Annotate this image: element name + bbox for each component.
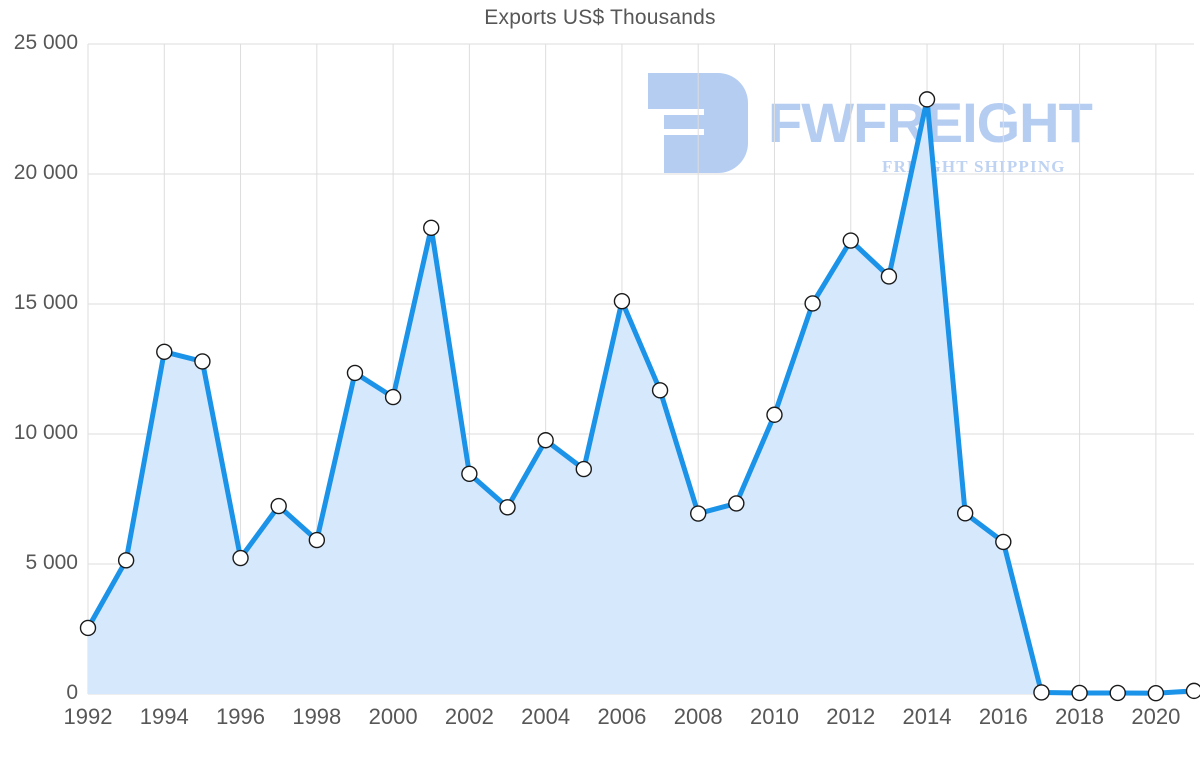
data-point-marker[interactable] xyxy=(117,552,135,569)
x-axis-tick-label: 2014 xyxy=(902,704,952,729)
data-point-marker[interactable] xyxy=(918,91,936,108)
data-point-marker[interactable] xyxy=(308,531,326,549)
data-markers xyxy=(79,91,1200,702)
data-point-marker[interactable] xyxy=(690,505,707,522)
data-point-marker[interactable] xyxy=(651,382,669,399)
data-point-marker[interactable] xyxy=(1109,684,1126,702)
x-axis-tick-label: 2002 xyxy=(444,704,494,729)
x-axis-tick-label: 2012 xyxy=(826,704,876,729)
y-axis-tick-label: 20 000 xyxy=(13,161,78,184)
data-point-marker[interactable] xyxy=(766,406,783,423)
data-point-marker[interactable] xyxy=(956,505,974,522)
data-point-marker[interactable] xyxy=(156,343,173,361)
y-axis-tick-label: 15 000 xyxy=(13,291,78,314)
y-axis-tick-label: 0 xyxy=(66,681,78,704)
y-axis-tick-label: 10 000 xyxy=(13,421,78,444)
x-axis-tick-label: 1994 xyxy=(139,704,189,729)
x-axis-tick-label: 2006 xyxy=(597,704,647,729)
data-point-marker[interactable] xyxy=(79,619,97,637)
data-point-marker[interactable] xyxy=(613,292,631,310)
x-axis-tick-label: 2016 xyxy=(978,704,1028,729)
data-point-marker[interactable] xyxy=(1033,684,1050,701)
data-line xyxy=(85,96,1197,696)
data-point-marker[interactable] xyxy=(804,295,821,312)
data-point-marker[interactable] xyxy=(1185,682,1200,700)
data-point-marker[interactable] xyxy=(384,388,402,406)
x-axis-tick-label: 1996 xyxy=(216,704,266,729)
data-point-marker[interactable] xyxy=(232,549,249,567)
data-point-marker[interactable] xyxy=(728,495,745,512)
y-axis-tick-label: 25 000 xyxy=(13,31,78,54)
x-axis-tick-label: 2000 xyxy=(368,704,418,729)
x-axis-tick-label: 1998 xyxy=(292,704,342,729)
x-axis-tick-label: 2004 xyxy=(521,704,571,729)
chart-title: Exports US$ Thousands xyxy=(484,6,716,29)
data-point-marker[interactable] xyxy=(880,268,898,285)
data-point-marker[interactable] xyxy=(1071,684,1088,702)
x-axis-tick-label: 2010 xyxy=(749,704,799,729)
data-point-marker[interactable] xyxy=(499,499,516,516)
data-point-marker[interactable] xyxy=(270,497,287,515)
x-axis-tick-label: 2020 xyxy=(1131,704,1181,729)
data-point-marker[interactable] xyxy=(537,432,554,449)
x-axis-tick-label: 2008 xyxy=(673,704,723,729)
x-axis-tick-label: 2018 xyxy=(1055,704,1105,729)
data-point-marker[interactable] xyxy=(423,219,440,237)
y-axis-tick-label: 5 000 xyxy=(25,551,78,574)
x-axis-tick-label: 1992 xyxy=(63,704,113,729)
data-point-marker[interactable] xyxy=(194,353,211,370)
data-point-marker[interactable] xyxy=(995,533,1012,551)
area-fill xyxy=(88,99,1194,694)
data-point-marker[interactable] xyxy=(842,232,859,249)
data-point-marker[interactable] xyxy=(575,460,592,478)
data-point-marker[interactable] xyxy=(346,364,364,382)
data-point-marker[interactable] xyxy=(461,465,478,482)
data-point-marker[interactable] xyxy=(1147,685,1165,702)
